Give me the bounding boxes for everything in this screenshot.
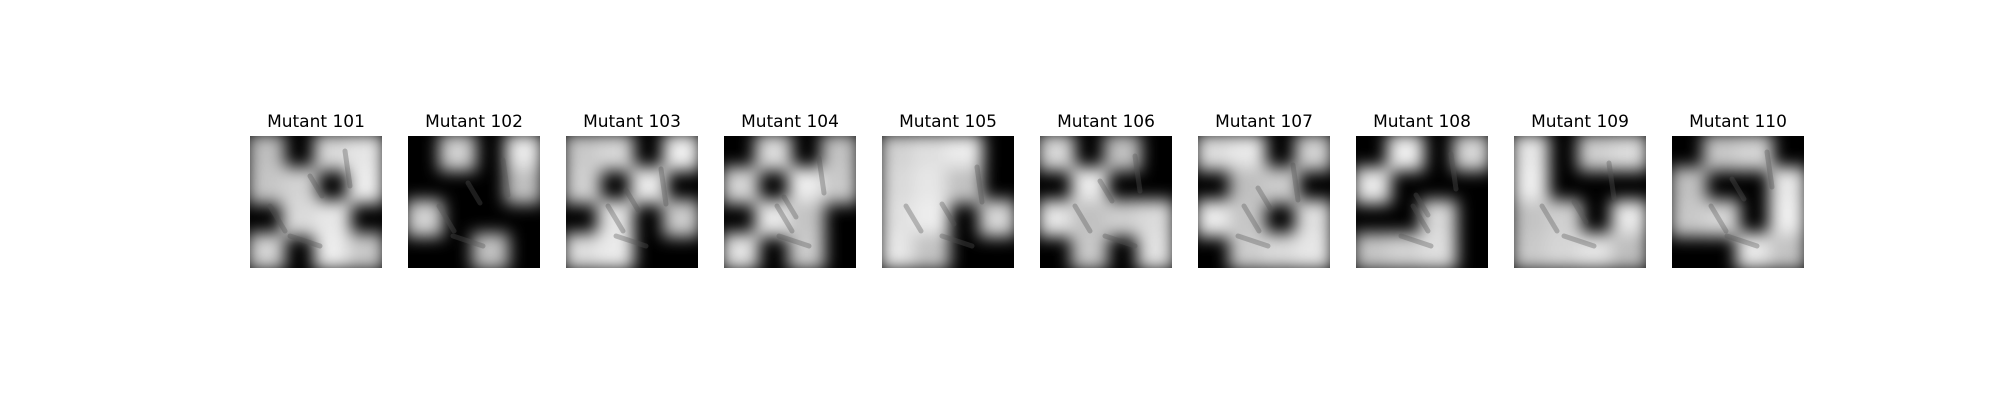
mutant-image [1356, 136, 1488, 268]
mutant-image [250, 136, 382, 268]
mutant-image [1198, 136, 1330, 268]
panel-title: Mutant 105 [899, 112, 997, 132]
panel-title: Mutant 107 [1215, 112, 1313, 132]
panel-title: Mutant 108 [1373, 112, 1471, 132]
mutant-image [1514, 136, 1646, 268]
panel-title: Mutant 103 [583, 112, 681, 132]
mutant-image [566, 136, 698, 268]
panel-title: Mutant 101 [267, 112, 365, 132]
mutant-image [724, 136, 856, 268]
panel-title: Mutant 106 [1057, 112, 1155, 132]
mutant-image [882, 136, 1014, 268]
panel-title: Mutant 102 [425, 112, 523, 132]
mutant-image [1040, 136, 1172, 268]
mutant-image [408, 136, 540, 268]
panel-title: Mutant 104 [741, 112, 839, 132]
mutant-image [1672, 136, 1804, 268]
panel-title: Mutant 110 [1689, 112, 1787, 132]
panel-title: Mutant 109 [1531, 112, 1629, 132]
